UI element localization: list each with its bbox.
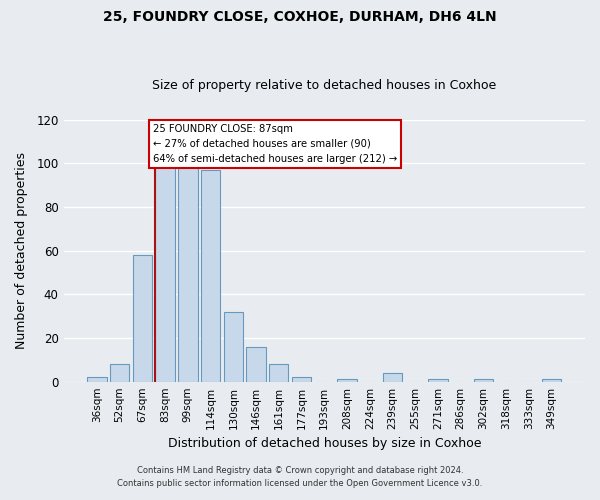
Bar [474,380,493,382]
Bar [428,380,448,382]
Y-axis label: Number of detached properties: Number of detached properties [15,152,28,349]
Bar [269,364,289,382]
Bar [87,378,107,382]
Bar [201,170,220,382]
Text: Contains HM Land Registry data © Crown copyright and database right 2024.
Contai: Contains HM Land Registry data © Crown c… [118,466,482,487]
Bar [542,380,561,382]
Bar [224,312,243,382]
Bar [292,378,311,382]
Bar [178,166,197,382]
Text: 25 FOUNDRY CLOSE: 87sqm
← 27% of detached houses are smaller (90)
64% of semi-de: 25 FOUNDRY CLOSE: 87sqm ← 27% of detache… [153,124,397,164]
Title: Size of property relative to detached houses in Coxhoe: Size of property relative to detached ho… [152,79,496,92]
Bar [110,364,130,382]
Bar [247,346,266,382]
Bar [337,380,356,382]
Bar [155,161,175,382]
Bar [133,255,152,382]
Text: 25, FOUNDRY CLOSE, COXHOE, DURHAM, DH6 4LN: 25, FOUNDRY CLOSE, COXHOE, DURHAM, DH6 4… [103,10,497,24]
X-axis label: Distribution of detached houses by size in Coxhoe: Distribution of detached houses by size … [167,437,481,450]
Bar [383,373,402,382]
